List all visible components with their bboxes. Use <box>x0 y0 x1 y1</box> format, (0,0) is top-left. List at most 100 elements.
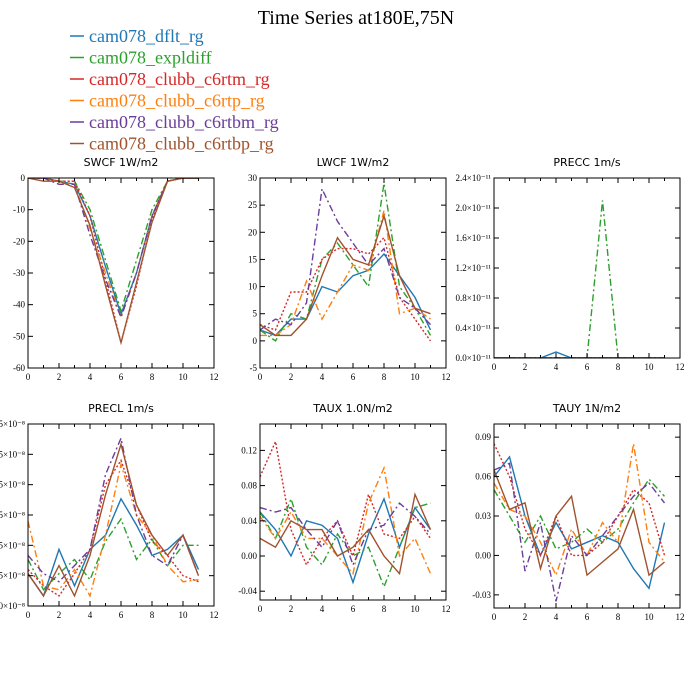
series-line-cam078_clubb_c6rtbm_rg <box>260 186 432 331</box>
x-tick-label: 4 <box>554 612 559 622</box>
series-line-cam078_clubb_c6rtp_rg <box>494 443 666 577</box>
series-group <box>28 435 200 598</box>
y-tick-label: 0.0×10⁻¹¹ <box>456 353 492 363</box>
y-tick-label: -30 <box>13 268 25 278</box>
figure-title: Time Series at180E,75N <box>258 7 454 29</box>
x-tick-label: 12 <box>210 372 219 382</box>
y-tick-label: -20 <box>13 236 25 246</box>
panel-title: TAUY 1N/m2 <box>552 402 621 415</box>
x-tick-label: 0 <box>492 362 497 372</box>
x-tick-label: 6 <box>585 362 590 372</box>
series-line-cam078_clubb_c6rtbp_rg <box>260 213 431 337</box>
y-tick-label: 30 <box>248 173 258 183</box>
x-tick-label: 8 <box>150 372 155 382</box>
plot-frame <box>493 423 681 609</box>
series-line-cam078_clubb_c6rtp_rg <box>260 465 432 576</box>
x-tick-label: 6 <box>351 372 356 382</box>
series-line-cam078_clubb_c6rtbp_rg <box>28 178 199 346</box>
x-tick-label: 4 <box>88 372 93 382</box>
panel-title: SWCF 1W/m2 <box>84 156 159 169</box>
series-line-cam078_expldiff <box>494 200 665 358</box>
plot-frame <box>493 177 681 359</box>
x-tick-label: 0 <box>258 372 263 382</box>
legend-entry: cam078_clubb_c6rtp_rg <box>70 91 265 111</box>
y-tick-label: 15 <box>248 254 258 264</box>
panel-title: PRECL 1m/s <box>88 402 154 415</box>
x-tick-label: 6 <box>351 604 356 614</box>
panel-title: LWCF 1W/m2 <box>317 156 390 169</box>
y-tick-label: 0.12 <box>241 445 257 455</box>
x-tick-label: 0 <box>26 372 31 382</box>
x-tick-label: 12 <box>210 610 219 620</box>
legend-entry: cam078_dflt_rg <box>70 26 204 46</box>
plot-frame <box>259 177 447 369</box>
series-line-cam078_clubb_c6rtbm_rg <box>260 502 432 567</box>
y-tick-label: 1.6×10⁻¹¹ <box>456 233 492 243</box>
series-line-cam078_expldiff <box>260 496 431 589</box>
series-group <box>28 178 199 346</box>
x-tick-label: 2 <box>289 604 294 614</box>
series-line-cam078_clubb_c6rtbp_rg <box>28 441 200 598</box>
y-tick-label: 5×10⁻⁸ <box>0 571 25 581</box>
x-tick-label: 10 <box>645 362 655 372</box>
x-tick-label: 4 <box>320 372 325 382</box>
series-line-cam078_clubb_c6rtm_rg <box>260 236 432 342</box>
legend-entry: cam078_clubb_c6rtbm_rg <box>70 112 279 132</box>
y-tick-label: 1.2×10⁻¹¹ <box>456 263 492 273</box>
y-tick-label: 0.00 <box>241 551 257 561</box>
legend: cam078_dflt_rgcam078_expldiffcam078_club… <box>70 26 279 154</box>
legend-entry: cam078_clubb_c6rtm_rg <box>70 69 270 89</box>
x-tick-label: 4 <box>320 604 325 614</box>
x-tick-label: 12 <box>676 362 685 372</box>
series-group <box>260 439 432 589</box>
legend-label: cam078_clubb_c6rtp_rg <box>89 91 265 111</box>
x-tick-label: 0 <box>258 604 263 614</box>
series-group <box>494 200 665 358</box>
y-tick-label: 0×10⁻⁸ <box>0 601 25 611</box>
x-tick-label: 12 <box>442 604 451 614</box>
x-tick-label: 6 <box>119 372 124 382</box>
series-line-cam078_clubb_c6rtm_rg <box>494 443 666 557</box>
x-tick-label: 10 <box>411 604 421 614</box>
series-line-cam078_dflt_rg <box>28 497 200 598</box>
x-tick-label: 0 <box>492 612 497 622</box>
y-tick-label: 0 <box>21 173 26 183</box>
x-tick-label: 8 <box>150 610 155 620</box>
series-line-cam078_clubb_c6rtm_rg <box>260 439 432 567</box>
x-tick-label: 10 <box>179 372 189 382</box>
x-tick-label: 8 <box>382 604 387 614</box>
y-tick-label: 5×10⁻⁸ <box>0 540 25 550</box>
x-tick-label: 12 <box>676 612 685 622</box>
series-line-cam078_dflt_rg <box>28 178 199 317</box>
y-tick-label: 2.4×10⁻¹¹ <box>456 173 492 183</box>
plot-frame <box>27 177 215 369</box>
x-tick-label: 8 <box>382 372 387 382</box>
y-tick-label: 0.06 <box>475 472 491 482</box>
x-tick-label: 2 <box>523 612 528 622</box>
panel-4: TAUX 1.0N/m2 0 2 4 6 8 10 12 -0.04 0.00 0.04 0.08 0.… <box>238 402 450 614</box>
series-line-cam078_clubb_c6rtbm_rg <box>494 462 666 602</box>
series-line-cam078_expldiff <box>28 517 199 591</box>
y-tick-label: -0.04 <box>238 586 257 596</box>
x-tick-label: 0 <box>26 610 31 620</box>
y-tick-label: 0.4×10⁻¹¹ <box>456 323 492 333</box>
y-tick-label: 0 <box>253 336 258 346</box>
series-line-cam078_dflt_rg <box>260 496 432 585</box>
x-tick-label: 2 <box>523 362 528 372</box>
panel-3: PRECL 1m/s 0 2 4 6 8 10 12 0×10⁻⁸ 5×10⁻⁸ 5×10⁻⁸ 5×1… <box>0 402 219 620</box>
y-tick-label: 5×10⁻⁸ <box>0 480 25 490</box>
legend-entry: cam078_clubb_c6rtbp_rg <box>70 134 274 154</box>
y-tick-label: 20 <box>248 227 258 237</box>
y-tick-label: 2.0×10⁻¹¹ <box>456 203 492 213</box>
x-tick-label: 10 <box>411 372 421 382</box>
legend-label: cam078_dflt_rg <box>89 26 204 46</box>
y-tick-label: -50 <box>13 331 25 341</box>
series-line-cam078_clubb_c6rtp_rg <box>28 461 199 598</box>
series-line-cam078_clubb_c6rtp_rg <box>260 210 431 337</box>
x-tick-label: 6 <box>585 612 590 622</box>
y-tick-label: 0.04 <box>241 516 257 526</box>
y-tick-label: 0.00 <box>475 550 491 560</box>
x-tick-label: 2 <box>57 610 62 620</box>
series-line-cam078_dflt_rg <box>260 252 432 337</box>
